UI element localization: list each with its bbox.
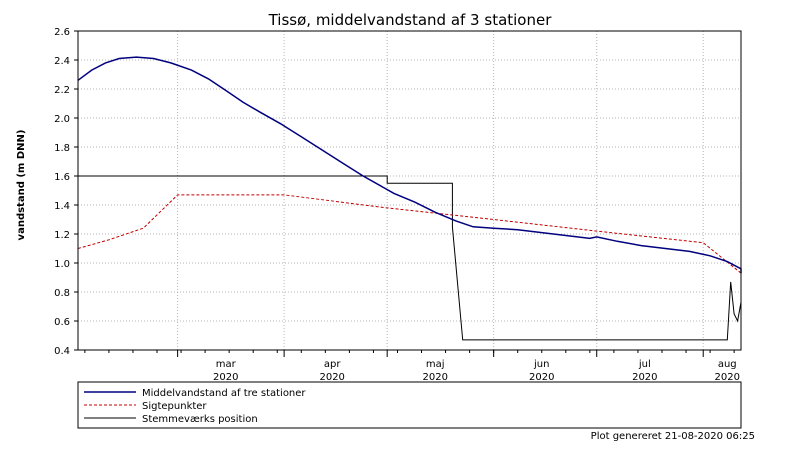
legend-box bbox=[77, 381, 742, 429]
legend-label-target-points: Sigtepunkter bbox=[142, 401, 207, 412]
x-tick-month-apr: apr bbox=[324, 359, 341, 370]
x-tick-month-jul: jul bbox=[638, 359, 651, 370]
plot-area-frame bbox=[77, 30, 742, 351]
series-mean-level-line bbox=[77, 56, 742, 274]
legend: Middelvandstand af tre stationer Sigtepu… bbox=[77, 381, 742, 429]
x-tick-month-aug: aug bbox=[718, 359, 737, 370]
y-tick-label: 1.0 bbox=[54, 259, 70, 270]
y-tick-label: 2.4 bbox=[54, 56, 70, 67]
legend-label-weir-position: Stemmeværks position bbox=[142, 414, 258, 425]
y-tick-label: 0.6 bbox=[54, 317, 70, 328]
x-tick-year: 2020 bbox=[715, 372, 740, 383]
y-tick-label: 1.2 bbox=[54, 230, 70, 241]
series-target-points-line bbox=[77, 194, 742, 274]
x-tick-month-maj: maj bbox=[426, 359, 445, 370]
y-tick-label: 1.6 bbox=[54, 172, 70, 183]
x-axis: mar 2020 apr 2020 maj 2020 jun 2020 jul 2020 aug 20… bbox=[84, 350, 740, 383]
y-axis: 0.4 0.6 0.8 1.0 1.2 1.4 1.6 1.8 2.0 2.2 2.4 2.6 bbox=[54, 27, 78, 357]
x-tick-year: 2020 bbox=[632, 372, 657, 383]
y-tick-label: 1.8 bbox=[54, 143, 70, 154]
y-tick-label: 1.4 bbox=[54, 201, 70, 212]
y-tick-label: 2.6 bbox=[54, 27, 70, 38]
legend-label-mean-level: Middelvandstand af tre stationer bbox=[142, 388, 306, 399]
x-tick-year: 2020 bbox=[319, 372, 344, 383]
series-layer bbox=[77, 56, 742, 341]
y-tick-label: 0.4 bbox=[54, 346, 70, 357]
y-tick-label: 2.2 bbox=[54, 85, 70, 96]
y-axis-label: vandstand (m DNN) bbox=[16, 130, 27, 241]
x-tick-year: 2020 bbox=[423, 372, 448, 383]
x-tick-month-mar: mar bbox=[216, 359, 237, 370]
y-tick-label: 2.0 bbox=[54, 114, 70, 125]
chart-title: Tissø, middelvandstand af 3 stationer bbox=[268, 11, 553, 29]
x-tick-year: 2020 bbox=[529, 372, 554, 383]
x-tick-year: 2020 bbox=[213, 372, 238, 383]
plot-generated-note: Plot genereret 21-08-2020 06:25 bbox=[591, 431, 755, 442]
x-tick-month-jun: jun bbox=[533, 359, 549, 370]
y-tick-label: 0.8 bbox=[54, 288, 70, 299]
grid bbox=[78, 31, 741, 350]
